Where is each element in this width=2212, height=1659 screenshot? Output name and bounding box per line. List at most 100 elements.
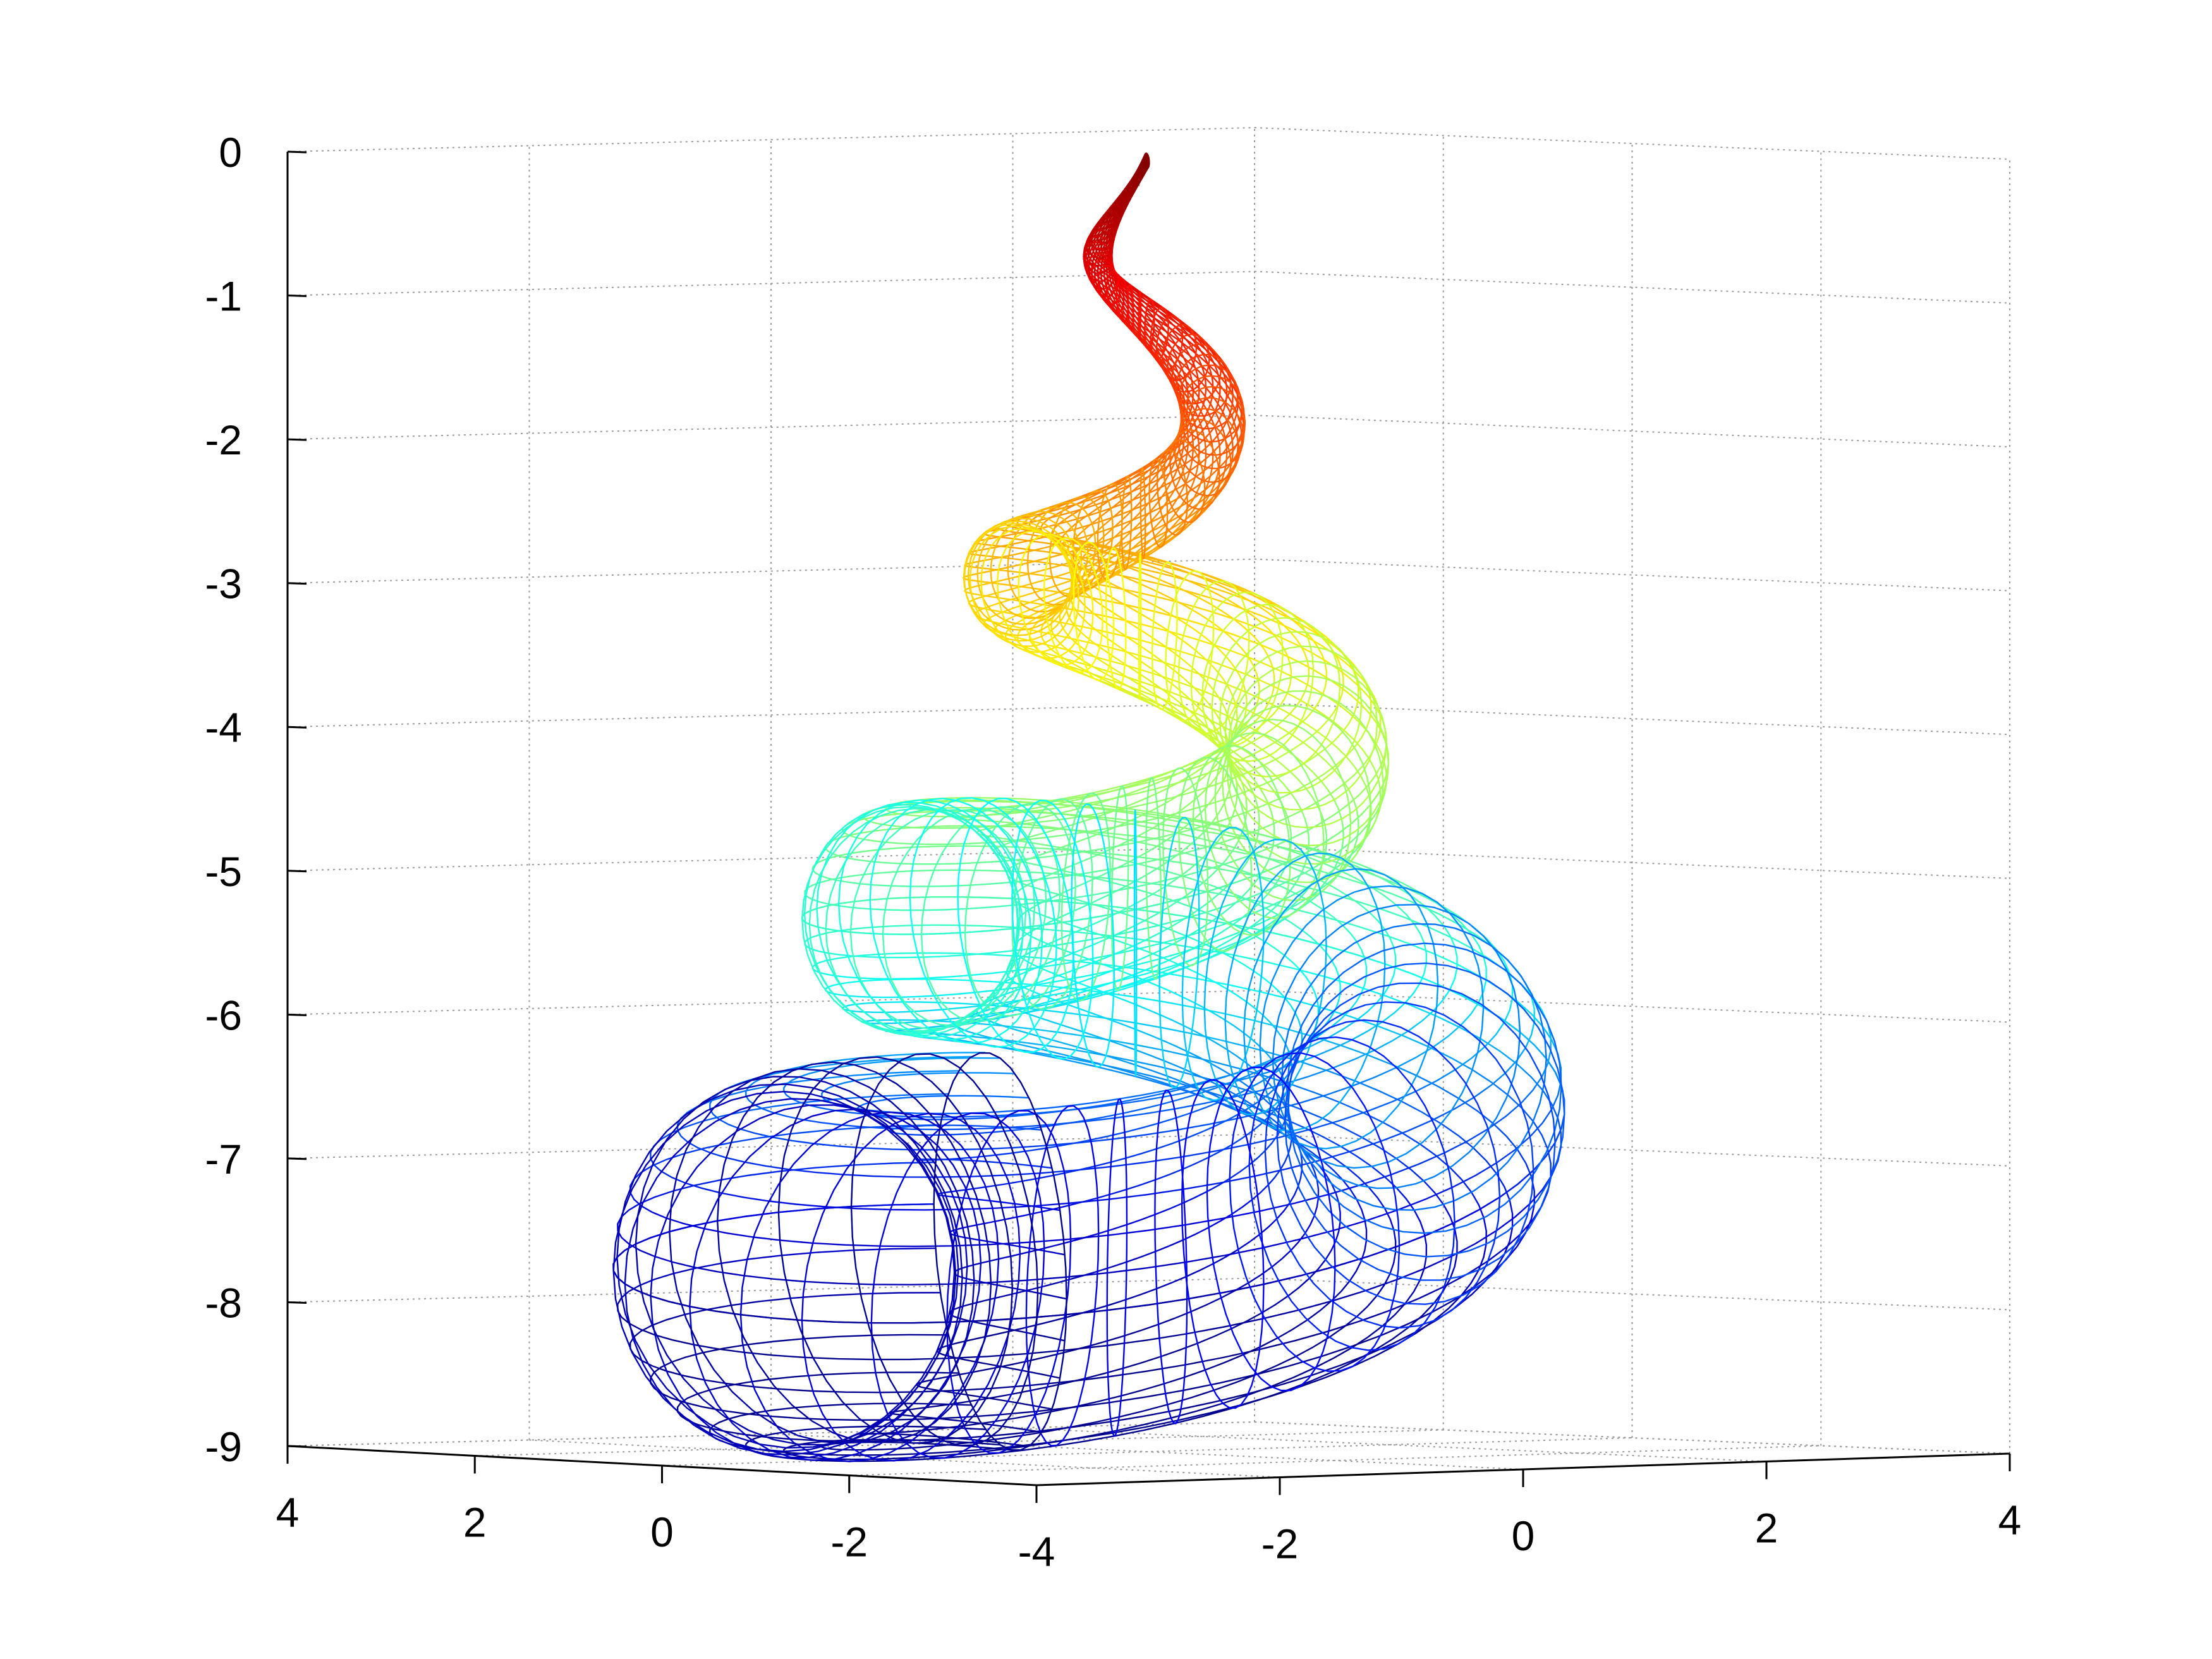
mesh-line-ring xyxy=(1018,533,1094,666)
mesh-line-ring xyxy=(717,1061,992,1443)
mesh-line-ring xyxy=(1097,483,1123,580)
mesh-line-ring xyxy=(1192,744,1291,936)
mesh-line-ring xyxy=(1154,1089,1188,1425)
mesh-line-ring xyxy=(1011,798,1093,1010)
mesh-line-ring xyxy=(1181,1079,1265,1409)
mesh-line-ring xyxy=(1175,353,1232,417)
grid-line-y-floor xyxy=(1254,1421,2010,1454)
mesh-line-ring xyxy=(1106,204,1123,228)
grid-line-z-back-right xyxy=(1254,415,2010,448)
mesh-line-ring xyxy=(1190,592,1284,748)
mesh-line-ring xyxy=(1161,324,1198,382)
grid-line-z-back-right xyxy=(1254,990,2010,1023)
mesh-line-ring xyxy=(1094,217,1117,243)
tick-labels: 0 -1 -2 -3 -4 -5 -6 -7 -8 -9 4 2 0 -2 -4 -2 0 2 4 xyxy=(205,129,2021,1575)
z-tick-label: -9 xyxy=(205,1423,242,1470)
mesh-line-ring xyxy=(1150,307,1169,360)
y-tick-label: 4 xyxy=(1998,1497,2022,1543)
mesh-line-ring xyxy=(1140,159,1145,177)
mesh-line-ring xyxy=(980,527,1080,653)
mesh-line-ring xyxy=(1201,604,1315,762)
mesh-line-ring xyxy=(624,1098,959,1456)
mesh-line-ring xyxy=(1139,466,1146,560)
mesh-line-ring xyxy=(669,1067,975,1444)
z-tick xyxy=(287,1157,307,1160)
mesh-line-ring xyxy=(850,1053,1039,1447)
mesh-line-ring xyxy=(1177,364,1239,430)
mesh-line-ring xyxy=(1025,1105,1100,1447)
mesh-line-ring xyxy=(1151,561,1178,710)
mesh-line-ring xyxy=(1112,197,1126,219)
z-tick-label: -7 xyxy=(205,1136,242,1182)
mesh-line-ring xyxy=(1178,757,1253,952)
mesh-line-ring xyxy=(1243,868,1439,1150)
z-tick-label: -2 xyxy=(205,416,242,463)
mesh-line-ring xyxy=(1071,803,1115,1068)
mesh-line-ring xyxy=(1148,458,1169,548)
y-tick-label: 0 xyxy=(1512,1512,1535,1559)
mesh-line-ring xyxy=(1165,570,1215,722)
mesh-line-ring xyxy=(969,525,1076,647)
mesh-line-ring xyxy=(1137,167,1139,186)
mesh-line-ring xyxy=(801,1112,1021,1462)
z-tick-label: -8 xyxy=(205,1279,242,1326)
mesh-line-ring xyxy=(1177,580,1250,734)
mesh-line-ring xyxy=(803,803,1019,1036)
mesh-line-ring xyxy=(1073,542,1115,681)
mesh-line-ring xyxy=(1121,475,1133,571)
mesh-line-ring xyxy=(1011,799,1094,1060)
mesh-line-ring xyxy=(920,806,1061,1023)
mesh-line-ring xyxy=(1048,496,1105,598)
x-tick-label: 4 xyxy=(276,1489,300,1536)
mesh-line-ring xyxy=(1286,942,1562,1234)
mesh-line-ring xyxy=(689,1108,982,1461)
mesh-line-ring xyxy=(1127,284,1134,332)
mesh-line-ring xyxy=(909,797,1057,1048)
mesh-line-ring xyxy=(1105,547,1127,690)
mesh-line-ring xyxy=(777,1056,1014,1444)
mesh-line-ring xyxy=(1097,265,1121,306)
grid-line-z-back-left xyxy=(287,558,1255,584)
mesh-line-ring xyxy=(1090,223,1115,252)
mesh-line-ring xyxy=(1162,767,1209,966)
mesh-line-ring xyxy=(1222,704,1371,884)
grid-line-z-back-left xyxy=(287,1133,1255,1159)
mesh-line-ring xyxy=(869,798,1043,1044)
z-tick-label: 0 xyxy=(219,129,242,176)
grid-line-z-back-right xyxy=(1254,558,2010,592)
mesh-line-ring xyxy=(1060,793,1111,1002)
grid-line-z-back-right xyxy=(1254,127,2010,160)
mesh-line-ring xyxy=(1119,190,1129,211)
mesh-line-ring xyxy=(1206,1066,1336,1392)
mesh-line-ring xyxy=(1214,719,1352,902)
mesh-line-ring xyxy=(1203,839,1327,1115)
mesh-line-ring xyxy=(1132,174,1136,194)
y-tick-label: 2 xyxy=(1755,1505,1778,1552)
mesh-line-ring xyxy=(1110,785,1129,992)
mesh-line-ring xyxy=(1276,1001,1534,1305)
grid-line-z-back-right xyxy=(1254,846,2010,879)
mesh-line-ring xyxy=(1144,298,1155,350)
mesh-line-ring xyxy=(1133,809,1138,1077)
grid-line-z-back-left xyxy=(287,990,1255,1016)
mesh-line-ring xyxy=(650,1104,968,1459)
z-tick xyxy=(287,1445,307,1448)
grid-line-z-back-right xyxy=(1254,270,2010,304)
mesh-line-ring xyxy=(1224,645,1378,811)
mesh-line-ring xyxy=(1204,732,1325,920)
mesh-line-ring xyxy=(1259,885,1485,1169)
grid-line-z-back-right xyxy=(1254,1277,2010,1311)
mesh-line-ring xyxy=(837,799,1032,1041)
z-tick-label: -3 xyxy=(205,561,242,607)
mesh-line-ring xyxy=(1211,617,1341,778)
mesh-line-ring xyxy=(1138,552,1142,701)
x-tick-label: 2 xyxy=(463,1499,487,1546)
mesh-line-ring xyxy=(1143,152,1150,169)
z-tick xyxy=(287,1013,307,1016)
mesh-line-ring xyxy=(996,530,1086,659)
grid-line-y-floor xyxy=(1012,1427,1767,1462)
y-tick-label: -2 xyxy=(1261,1521,1299,1567)
mesh-line-ring xyxy=(1167,333,1210,393)
